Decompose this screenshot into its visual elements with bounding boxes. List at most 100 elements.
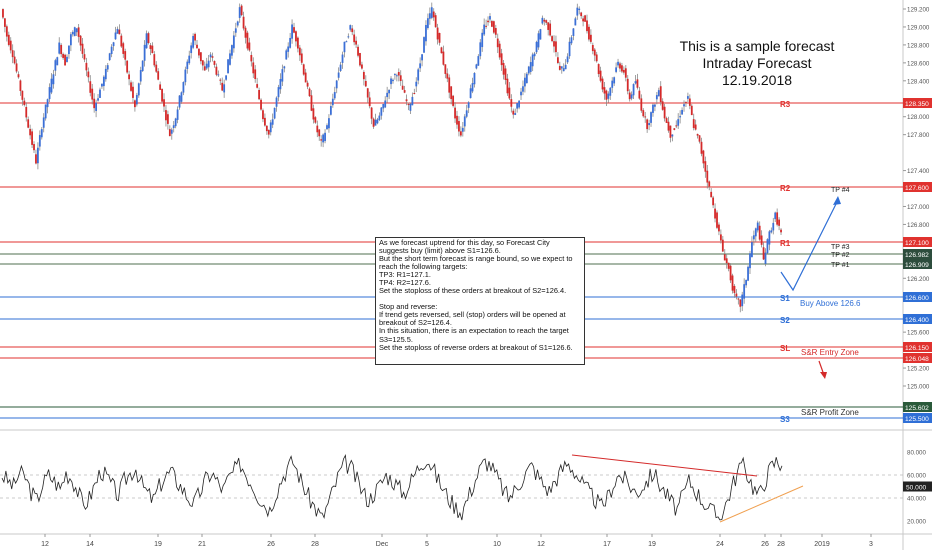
candle-down xyxy=(737,298,740,300)
candle-up xyxy=(428,13,431,19)
candle-up xyxy=(615,67,618,72)
candle-down xyxy=(161,88,163,102)
price-tag-bg xyxy=(903,292,932,302)
forecast-arrows xyxy=(780,196,841,379)
candle-up xyxy=(425,25,427,42)
candle-up xyxy=(421,54,423,61)
candle-down xyxy=(644,116,647,118)
candle-down xyxy=(252,62,255,74)
price-tag-bg xyxy=(903,413,932,423)
candle-up xyxy=(430,7,433,18)
osc-tick-label: 20.000 xyxy=(907,519,926,526)
candle-up xyxy=(525,73,528,84)
candle-down xyxy=(407,103,410,105)
price-tag-126-048: 126.048 xyxy=(905,356,929,363)
candle-down xyxy=(254,69,257,80)
candle-down xyxy=(438,33,441,43)
candle-down xyxy=(735,293,738,297)
time-axis: 12 14 19 21 26 28 Dec 5 10 12 17 19 24 26 28 2019 3 xyxy=(41,534,873,548)
candle-up xyxy=(467,102,470,108)
forecast-title: This is a sample forecast Intraday Forec… xyxy=(662,38,852,89)
candle-up xyxy=(679,116,682,118)
candle-down xyxy=(250,54,253,62)
candle-down xyxy=(628,92,631,100)
time-tick-label: 5 xyxy=(425,541,429,548)
candle-up xyxy=(97,98,99,101)
candle-up xyxy=(374,119,377,126)
annotation-labels: TP #4 TP #3 Buy Above 126.6 S&R Entry Zo… xyxy=(800,187,861,417)
candle-up xyxy=(766,239,769,254)
candle-down xyxy=(506,78,509,94)
candle-down xyxy=(159,84,162,90)
candle-up xyxy=(378,115,381,120)
candle-down xyxy=(240,5,243,16)
candle-down xyxy=(555,41,557,53)
candle-up xyxy=(471,83,474,92)
candle-down xyxy=(244,27,247,38)
candle-down xyxy=(494,28,497,35)
candle-down xyxy=(357,46,359,56)
candle-down xyxy=(487,20,489,23)
candle-up xyxy=(66,56,68,62)
candle-up xyxy=(44,104,47,119)
candle-down xyxy=(444,64,447,74)
candle-up xyxy=(745,279,748,286)
level-label-sl: SL xyxy=(780,344,790,353)
candle-up xyxy=(277,87,280,98)
candle-up xyxy=(611,80,614,88)
candle-down xyxy=(665,118,668,123)
candle-down xyxy=(725,258,728,264)
candle-down xyxy=(5,26,8,37)
candle-up xyxy=(95,102,98,111)
price-tag-127-600: 127.600 xyxy=(905,185,929,192)
candle-down xyxy=(619,63,621,69)
candle-up xyxy=(568,41,571,57)
candle-up xyxy=(229,53,231,65)
candle-up xyxy=(192,35,195,48)
candle-up xyxy=(751,242,753,258)
candle-up xyxy=(570,37,573,44)
candle-down xyxy=(719,234,722,241)
candle-down xyxy=(663,106,666,119)
candle-down xyxy=(262,110,264,120)
candle-down xyxy=(758,225,761,240)
candle-down xyxy=(432,11,435,18)
candle-up xyxy=(384,100,387,108)
candle-down xyxy=(211,56,214,58)
candle-down xyxy=(776,212,779,225)
price-tag-bg xyxy=(903,314,932,324)
candle-down xyxy=(498,43,501,58)
candle-up xyxy=(180,92,183,102)
candle-down xyxy=(706,170,709,183)
candle-up xyxy=(560,66,563,69)
candle-down xyxy=(545,20,548,23)
candle-down xyxy=(165,110,167,121)
osc-current-value: 50.000 xyxy=(906,485,927,492)
candle-up xyxy=(283,66,286,69)
candle-up xyxy=(648,123,650,126)
candle-down xyxy=(11,50,14,58)
candle-up xyxy=(527,66,530,74)
candle-down xyxy=(320,139,323,141)
candle-up xyxy=(574,18,577,26)
candle-up xyxy=(677,119,680,126)
candle-down xyxy=(622,69,625,73)
candle-up xyxy=(287,46,290,52)
candle-down xyxy=(698,135,701,142)
candle-up xyxy=(347,36,350,38)
time-tick-label: Dec xyxy=(376,541,389,548)
sell-arrowhead xyxy=(820,372,827,379)
candle-down xyxy=(248,42,251,51)
candle-up xyxy=(337,72,340,78)
candle-up xyxy=(632,84,635,96)
candle-down xyxy=(450,86,453,100)
candle-down xyxy=(194,33,196,41)
candle-up xyxy=(617,61,619,66)
candle-down xyxy=(492,21,495,33)
candle-down xyxy=(296,37,299,49)
candle-down xyxy=(586,20,588,32)
candle-up xyxy=(343,41,346,53)
candle-down xyxy=(362,72,365,80)
candle-down xyxy=(201,60,204,66)
candle-down xyxy=(370,107,373,119)
